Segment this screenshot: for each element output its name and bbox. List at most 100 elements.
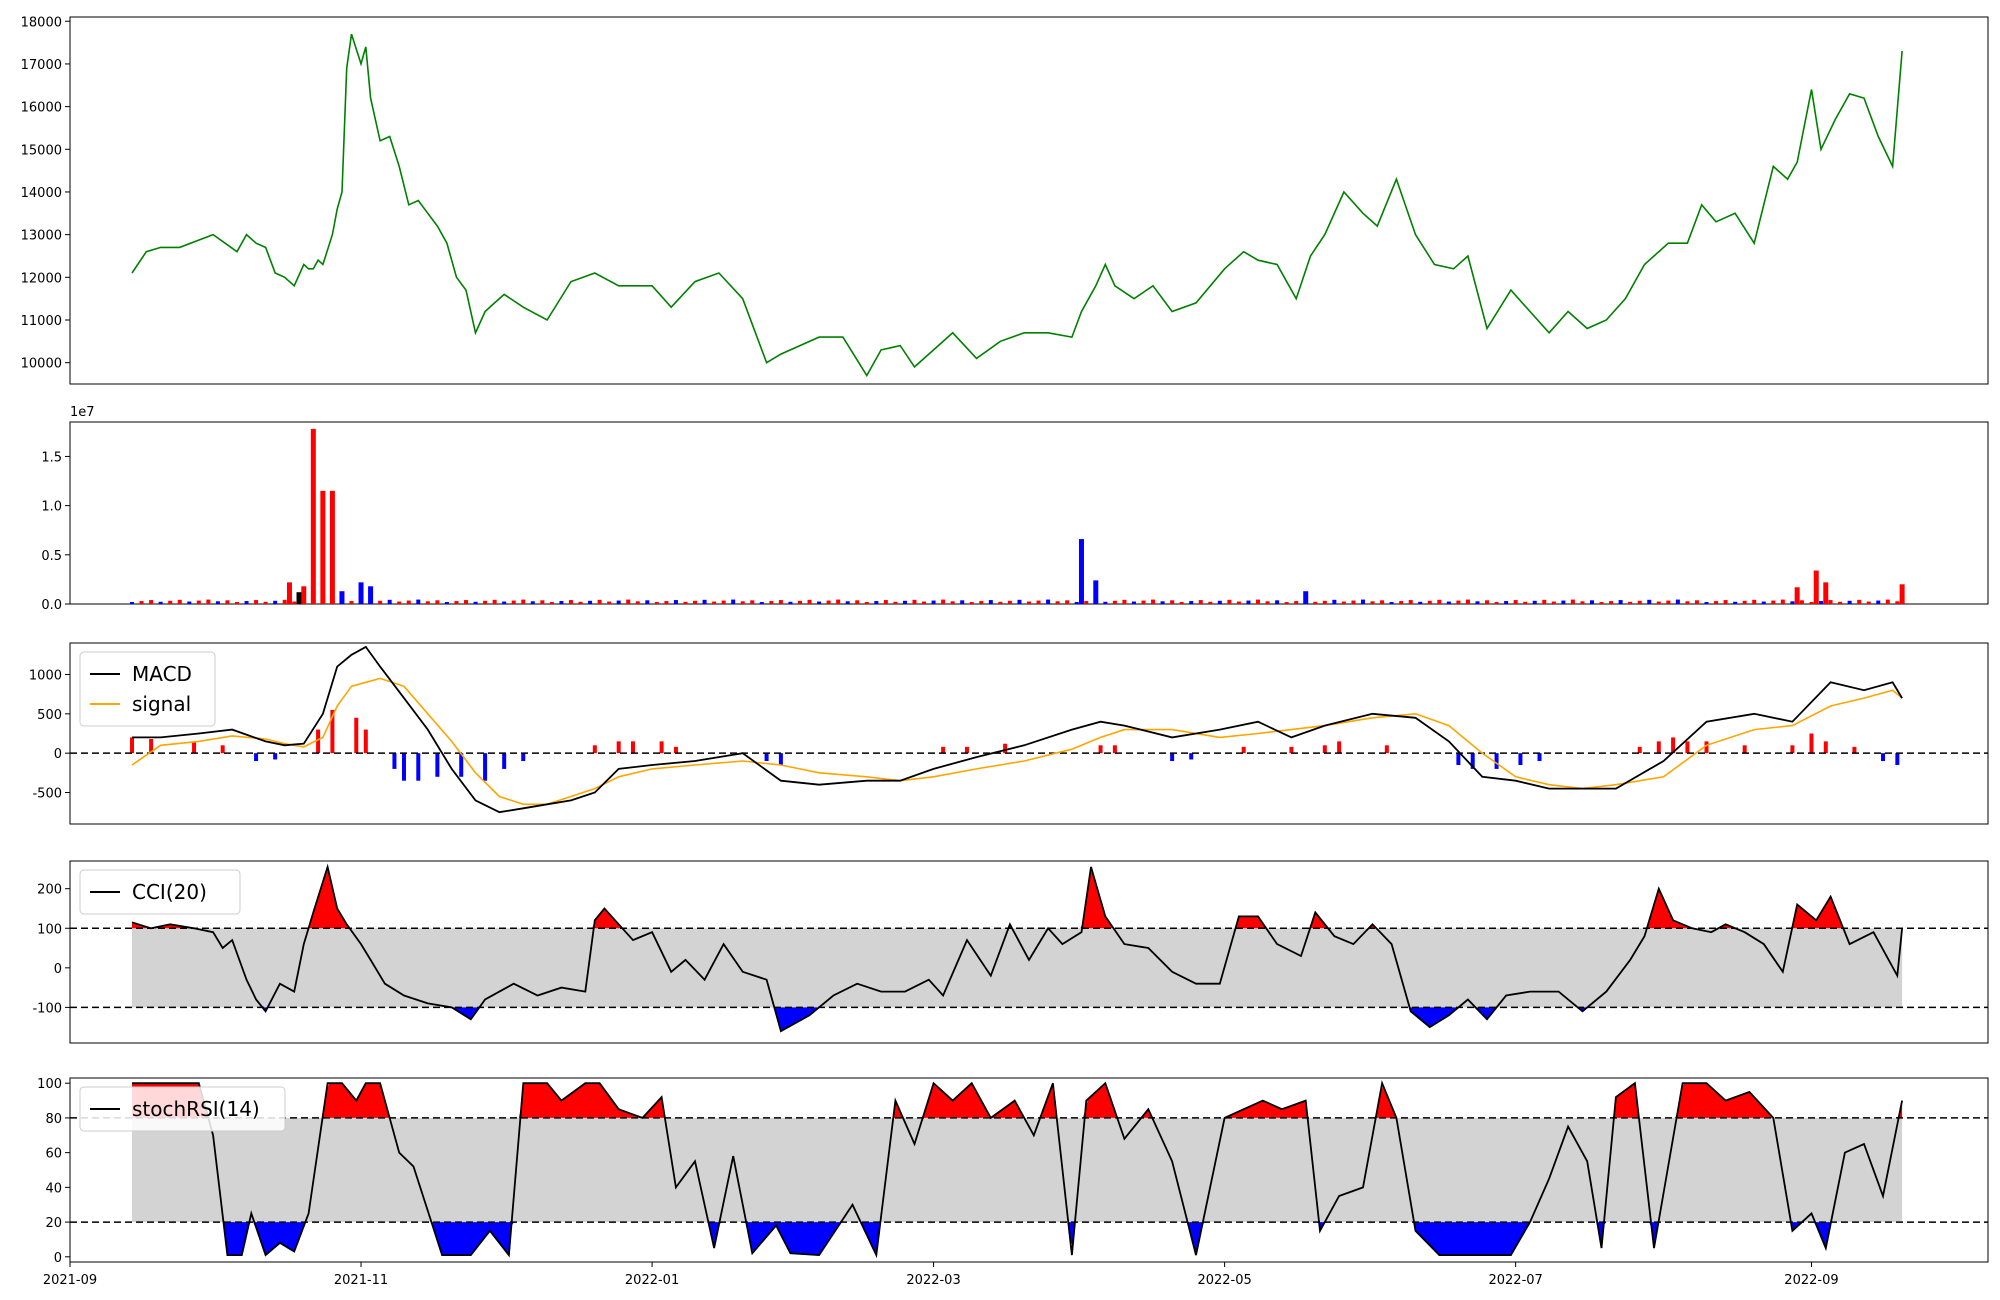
macd-legend-label: MACD xyxy=(132,662,192,686)
x-tick-label: 2021-09 xyxy=(43,1273,97,1288)
volume-panel-frame xyxy=(69,421,1989,605)
volume-bar xyxy=(1899,584,1905,604)
cci-oversold-fill xyxy=(132,1007,1903,1031)
volume-bar xyxy=(320,490,326,604)
volume-bar xyxy=(969,602,974,604)
macd-histogram-bar xyxy=(459,753,464,777)
volume-bar xyxy=(960,600,965,604)
stochrsi-panel-frame xyxy=(69,1077,1989,1263)
macd-histogram-bar xyxy=(659,741,664,754)
macd-histogram-bar xyxy=(941,746,946,754)
macd-histogram-bar xyxy=(1241,746,1246,754)
volume-bar xyxy=(1303,591,1309,604)
volume-bar xyxy=(464,600,469,604)
volume-ytick-label: 1.0 xyxy=(41,500,62,515)
volume-bar xyxy=(349,601,354,604)
macd-histogram-bar xyxy=(616,741,621,754)
volume-bar xyxy=(1876,600,1881,604)
volume-bar xyxy=(864,602,869,604)
macd-histogram-bar xyxy=(1337,741,1342,754)
volume-bar xyxy=(607,601,612,604)
macd-histogram-bar xyxy=(220,745,225,754)
volume-bar xyxy=(329,490,335,604)
volume-bar xyxy=(540,600,545,604)
macd-histogram-bar xyxy=(392,753,397,769)
volume-bar xyxy=(1055,601,1060,604)
macd-histogram-bar xyxy=(330,709,335,754)
volume-bar xyxy=(740,601,745,604)
volume-bar xyxy=(1017,599,1022,604)
volume-bar xyxy=(1332,599,1337,604)
volume-bar xyxy=(559,601,564,604)
volume-bar xyxy=(931,600,936,604)
volume-bar xyxy=(1027,601,1031,604)
cci-overbought-fill xyxy=(132,869,1903,929)
macd-histogram-bar xyxy=(483,753,488,781)
x-tick-label: 2021-11 xyxy=(334,1273,388,1288)
macd-histogram-bar xyxy=(1742,745,1747,754)
volume-bar xyxy=(836,599,841,604)
volume-bar xyxy=(1160,601,1165,604)
volume-bar xyxy=(358,582,364,604)
stochrsi-ytick-label: 0 xyxy=(54,1251,62,1266)
volume-bar xyxy=(1628,601,1633,604)
volume-bar xyxy=(1723,600,1728,604)
volume-bar xyxy=(1542,599,1547,604)
volume-bar xyxy=(1799,600,1804,604)
macd-histogram-bar xyxy=(1790,745,1795,754)
volume-bar xyxy=(683,601,688,604)
macd-panel-frame xyxy=(69,642,1989,825)
macd-legend-label: signal xyxy=(132,692,191,716)
volume-bar xyxy=(1532,600,1537,604)
macd-histogram-bar xyxy=(1494,753,1499,769)
volume-bar xyxy=(483,600,488,604)
volume-bar xyxy=(1208,601,1213,604)
volume-bar xyxy=(578,601,583,604)
volume-bar xyxy=(1675,599,1680,604)
volume-bar xyxy=(244,601,249,604)
volume-bar xyxy=(158,601,163,604)
volume-bar xyxy=(454,601,459,604)
volume-bar xyxy=(922,601,927,604)
volume-bar xyxy=(1065,600,1070,604)
cci-ytick-label: 100 xyxy=(37,922,62,937)
volume-bar xyxy=(902,600,907,604)
volume-bar xyxy=(1256,599,1261,604)
volume-bar xyxy=(597,599,602,604)
macd-ytick-label: 500 xyxy=(37,708,62,723)
volume-bar xyxy=(1078,539,1084,604)
volume-bar xyxy=(206,599,211,604)
volume-bar xyxy=(1360,599,1365,604)
stochrsi-neutral-band xyxy=(132,1117,1903,1223)
volume-bar xyxy=(1370,601,1375,604)
macd-histogram-bar xyxy=(502,753,507,769)
volume-bar xyxy=(1227,599,1232,604)
volume-bar xyxy=(979,601,984,604)
volume-bar xyxy=(1523,601,1528,604)
volume-bar xyxy=(1380,600,1385,604)
volume-bar xyxy=(1823,582,1829,604)
price-ytick-label: 14000 xyxy=(21,186,62,201)
stochrsi-oversold-fill xyxy=(132,1222,1903,1256)
stochrsi-ytick-label: 40 xyxy=(45,1181,62,1196)
volume-bar xyxy=(721,600,726,604)
volume-bar xyxy=(502,601,507,604)
volume-bar xyxy=(139,601,144,604)
volume-bar xyxy=(1437,599,1442,604)
cci-neutral-band xyxy=(132,928,1903,1008)
volume-bar xyxy=(1313,601,1318,604)
macd-histogram-bar xyxy=(1704,741,1709,754)
volume-bar xyxy=(626,599,631,604)
macd-histogram-bar xyxy=(1671,737,1676,754)
volume-bar xyxy=(301,586,307,604)
x-tick-label: 2022-09 xyxy=(1784,1273,1838,1288)
volume-bar xyxy=(1857,599,1862,604)
volume-ytick-label: 0.5 xyxy=(41,549,62,564)
macd-histogram-bar xyxy=(316,729,321,754)
volume-bar xyxy=(530,601,535,604)
volume-bar xyxy=(1838,601,1843,604)
volume-bar xyxy=(1694,600,1699,604)
volume-bar xyxy=(1446,601,1451,604)
volume-bar xyxy=(196,600,201,604)
volume-scale-label: 1e7 xyxy=(70,405,95,420)
